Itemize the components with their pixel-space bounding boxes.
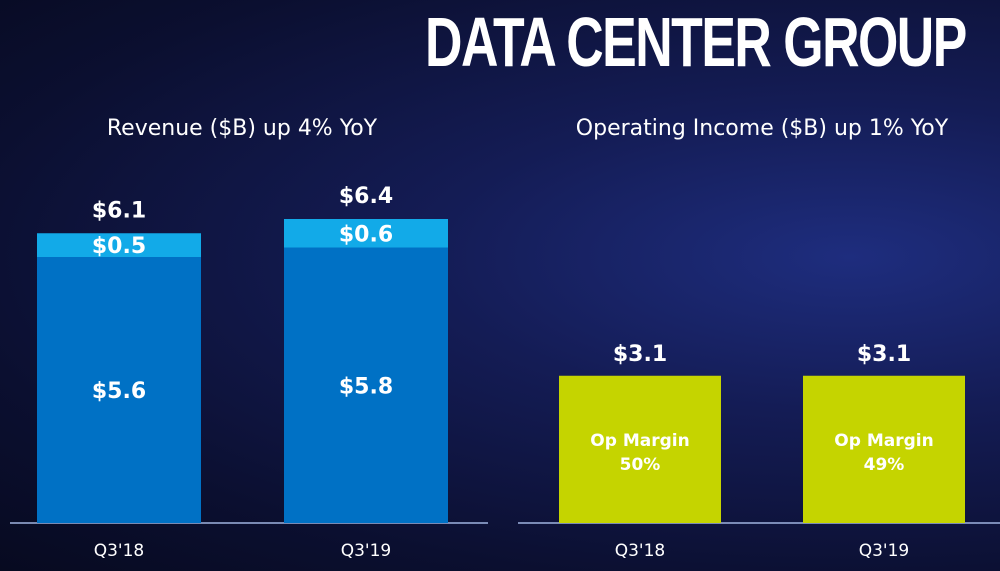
revenue-bar-lower-2	[284, 247, 448, 523]
revenue-lower-label-2: $5.8	[339, 374, 393, 399]
revenue-bar-upper-2	[284, 219, 448, 248]
revenue-upper-label-1: $0.5	[92, 234, 146, 259]
revenue-bar-upper-1	[37, 233, 201, 257]
revenue-total-label-2: $6.4	[339, 184, 393, 209]
op-margin-value-1: 50%	[620, 455, 661, 475]
op-margin-label-2: Op Margin	[834, 431, 933, 451]
operating-income-chart: Operating Income ($B) up 1% YoY $3.1 Op M…	[518, 116, 1000, 561]
revenue-x-tick-2: Q3'19	[341, 541, 392, 561]
operating-income-chart-title: Operating Income ($B) up 1% YoY	[576, 116, 949, 141]
operating-income-x-tick-2: Q3'19	[859, 541, 910, 561]
operating-income-value-label-1: $3.1	[613, 342, 667, 367]
operating-income-bar-1	[559, 375, 721, 523]
op-margin-value-2: 49%	[864, 455, 905, 475]
operating-income-bar-2	[803, 375, 965, 523]
operating-income-value-label-2: $3.1	[857, 342, 911, 367]
page-title: DATA CENTER GROUP	[425, 3, 967, 81]
revenue-chart: Revenue ($B) up 4% YoY $5.6 $0.5 $6.1 Q3'18…	[10, 116, 488, 561]
op-margin-label-1: Op Margin	[590, 431, 689, 451]
operating-income-x-tick-1: Q3'18	[615, 541, 666, 561]
revenue-upper-label-2: $0.6	[339, 222, 393, 247]
revenue-chart-title: Revenue ($B) up 4% YoY	[107, 116, 378, 141]
revenue-total-label-1: $6.1	[92, 198, 146, 223]
revenue-lower-label-1: $5.6	[92, 379, 146, 404]
revenue-x-tick-1: Q3'18	[94, 541, 145, 561]
revenue-bar-lower-1	[37, 257, 201, 523]
